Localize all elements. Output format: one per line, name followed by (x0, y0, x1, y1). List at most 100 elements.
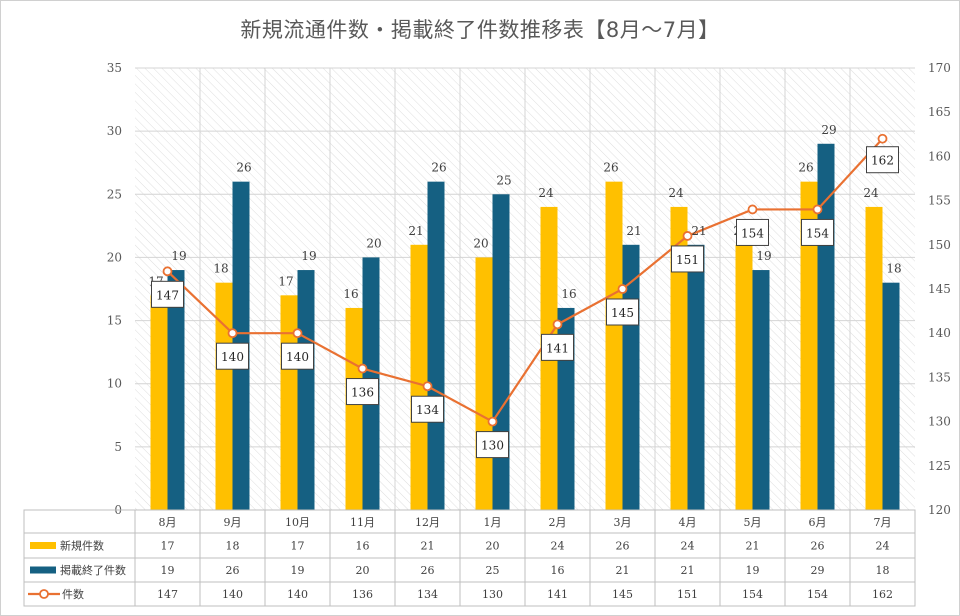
data-table-cell: 151 (677, 588, 698, 601)
data-table-cell: 154 (742, 588, 763, 601)
bar-new-count-label: 20 (473, 236, 488, 250)
data-table-cell: 17 (291, 540, 305, 553)
bar-new-count-label: 26 (798, 161, 813, 175)
line-label: 162 (871, 154, 894, 168)
y-right-tick-label: 155 (928, 194, 951, 208)
y-right-tick-label: 145 (928, 282, 951, 296)
line-label-box (411, 395, 444, 423)
bar-ended-count-label: 18 (886, 262, 901, 276)
data-table-cell: 21 (746, 540, 760, 553)
y-right-tick-label: 135 (928, 370, 951, 384)
data-table-cell: 18 (226, 540, 240, 553)
line-point (357, 363, 368, 374)
data-table-cell: 147 (157, 588, 178, 601)
line-label: 154 (741, 226, 764, 240)
x-tick-label: 12月 (415, 516, 440, 529)
line-point (422, 381, 433, 392)
bar-ended-count (752, 270, 770, 510)
data-table-cell: 136 (352, 588, 373, 601)
line-label: 141 (546, 341, 569, 355)
line-point (617, 284, 628, 294)
line-label-box (606, 298, 639, 326)
bar-ended-count-label: 19 (171, 249, 186, 263)
line-label-box (346, 378, 379, 406)
bar-new-count (345, 307, 363, 510)
data-table-cell: 154 (807, 588, 828, 601)
data-table-cell: 21 (616, 564, 630, 577)
line-point (682, 231, 693, 241)
bar-new-count-label: 24 (538, 186, 554, 200)
data-table-cell: 29 (811, 564, 825, 577)
line-label: 151 (676, 253, 699, 267)
y-right-tick-label: 140 (928, 326, 951, 340)
legend-key-bar (30, 542, 56, 549)
chart-title: 新規流通件数・掲載終了件数推移表【8月～7月】 (240, 18, 720, 42)
y-right-tick-label: 120 (928, 503, 951, 517)
data-table-cell: 21 (421, 540, 435, 553)
data-table-cell: 21 (681, 564, 695, 577)
bar-new-count (605, 181, 623, 510)
data-table-cell: 17 (161, 540, 175, 553)
x-tick-label: 10月 (285, 516, 310, 529)
line-point (812, 204, 823, 215)
line-point (552, 319, 563, 330)
y-left-tick-label: 15 (107, 314, 122, 328)
line-label-box (866, 146, 899, 174)
x-tick-label: 1月 (484, 516, 502, 529)
bar-ended-count-label: 20 (366, 236, 381, 250)
bar-ended-count-label: 19 (301, 249, 316, 263)
y-right-tick-label: 150 (928, 238, 951, 252)
x-tick-label: 2月 (549, 516, 567, 529)
line-label-box (476, 431, 509, 459)
line-label-box (151, 280, 184, 308)
bar-new-count-label: 24 (863, 186, 879, 200)
line-label: 130 (481, 439, 504, 453)
data-table-cell: 26 (421, 564, 435, 577)
bar-ended-count (882, 282, 900, 510)
bar-ended-count-label: 29 (821, 123, 836, 137)
data-table-cell: 24 (876, 540, 890, 553)
y-right-tick-label: 160 (928, 149, 951, 163)
line-point (877, 133, 888, 144)
data-table-cell: 16 (356, 540, 370, 553)
line-label: 140 (221, 350, 244, 364)
bar-ended-count-label: 16 (561, 287, 576, 301)
data-table-cell: 20 (486, 540, 500, 553)
data-table-cell: 140 (222, 588, 243, 601)
y-right-tick-label: 125 (928, 459, 951, 473)
bar-ended-count-label: 26 (236, 161, 251, 175)
line-point (227, 328, 238, 339)
bar-ended-count-label: 21 (626, 224, 641, 238)
legend-key-marker (39, 589, 49, 599)
data-table-cell: 19 (291, 564, 305, 577)
x-tick-label: 6月 (809, 516, 827, 529)
line-point (292, 328, 303, 339)
data-table-cell: 24 (551, 540, 565, 553)
bar-new-count (410, 244, 428, 511)
x-tick-label: 11月 (350, 516, 375, 529)
data-table-cell: 19 (161, 564, 175, 577)
bar-ended-count (492, 194, 510, 511)
bar-ended-count-label: 25 (496, 173, 511, 187)
bar-new-count-label: 18 (213, 262, 228, 276)
line-label: 145 (611, 306, 634, 320)
bar-ended-count (687, 244, 705, 511)
data-table-cell: 20 (356, 564, 370, 577)
line-label-box (801, 218, 834, 246)
legend-key-bar (30, 566, 56, 574)
data-table-cell: 25 (486, 564, 500, 577)
line-label-box (671, 245, 704, 273)
legend-label: 新規件数 (60, 539, 104, 553)
line-label: 136 (351, 386, 374, 400)
y-right-tick-label: 165 (928, 105, 951, 119)
line-label: 134 (416, 403, 439, 417)
y-left-tick-label: 5 (114, 440, 122, 454)
x-tick-label: 3月 (614, 516, 632, 529)
bar-new-count-label: 17 (278, 274, 293, 288)
y-left-tick-label: 20 (107, 250, 122, 264)
bar-new-count (215, 282, 233, 510)
y-left-tick-label: 35 (107, 61, 122, 75)
bar-new-count (150, 295, 168, 510)
x-tick-label: 8月 (159, 516, 177, 529)
